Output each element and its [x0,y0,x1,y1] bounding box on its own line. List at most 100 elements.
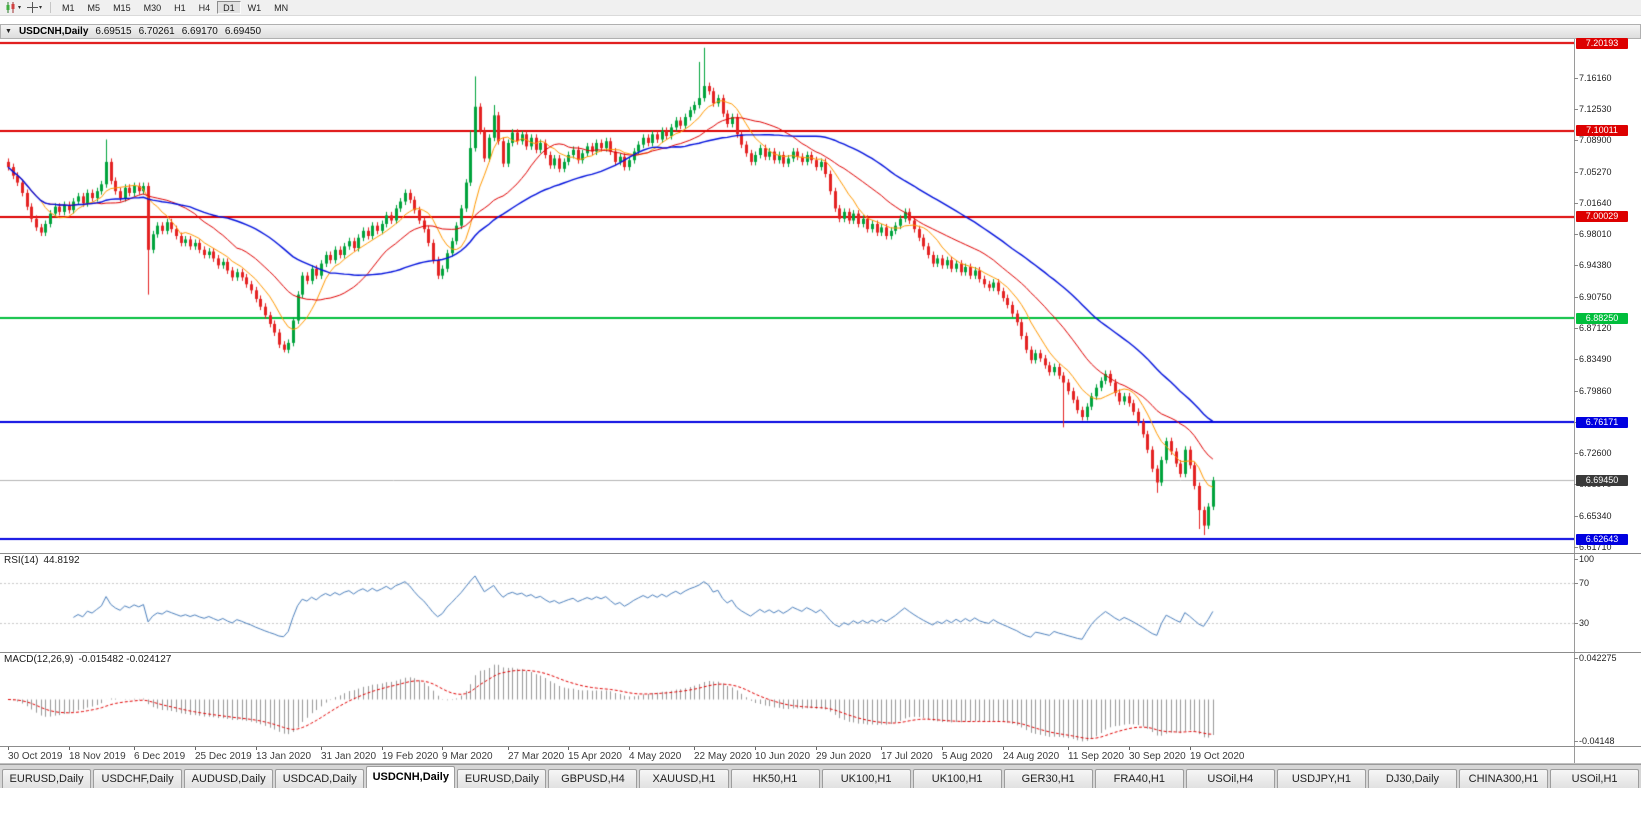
time-axis-tick [1190,747,1191,750]
price-axis-label: 30 [1579,617,1590,628]
price-tag: 6.62643 [1576,533,1628,545]
timeframe-button-h1[interactable]: H1 [168,1,192,14]
macd-values: -0.015482 -0.024127 [78,654,172,665]
rsi-pane: RSI(14) 44.8192 100 70 30 [0,554,1641,653]
chart-tab-usdcad-daily[interactable]: USDCAD,Daily [275,769,365,788]
price-axis-label: 7.05270 [1579,166,1612,177]
axis-divider [1574,653,1575,746]
rsi-value: 44.8192 [43,555,80,566]
time-axis-tick [134,747,135,750]
timeframe-button-m30[interactable]: M30 [138,1,168,14]
rsi-name: RSI(14) [4,555,39,566]
chart-tab-eurusd-daily[interactable]: EURUSD,Daily [457,769,547,788]
price-axis-label: 6.65340 [1579,510,1612,521]
price-axis-label: 0.042275 [1579,653,1617,663]
crosshair-menu-button[interactable]: ▾ [24,1,45,14]
price-axis-label: 6.98010 [1579,229,1612,240]
chart-tab-china300-h1[interactable]: CHINA300,H1 [1459,769,1549,788]
axis-divider [1574,747,1575,763]
price-axis-label: 7.12530 [1579,104,1612,115]
chart-menu-icon[interactable]: ▼ [5,27,12,35]
price-tag: 7.00029 [1576,211,1628,223]
time-axis-tick [1129,747,1130,750]
main-chart-pane: 7.16160 7.12530 7.08900 7.05270 7.01640 6.980… [0,37,1641,554]
chart-tab-audusd-daily[interactable]: AUDUSD,Daily [184,769,274,788]
time-axis-label: 25 Dec 2019 [195,751,252,762]
time-axis-label: 22 May 2020 [694,751,752,762]
time-axis-tick [942,747,943,750]
price-axis-label: 6.94380 [1579,260,1612,271]
timeframe-button-m5[interactable]: M5 [82,1,107,14]
time-axis-label: 18 Nov 2019 [69,751,126,762]
axis-tick [1574,658,1578,659]
time-axis-tick [382,747,383,750]
price-tag: 7.10011 [1576,125,1628,137]
workspace-gap [0,16,1641,24]
timeframe-button-w1[interactable]: W1 [242,1,268,14]
time-axis-tick [568,747,569,750]
chart-tab-fra40-h1[interactable]: FRA40,H1 [1094,769,1184,788]
rsi-label: RSI(14) 44.8192 [4,555,80,566]
chart-tab-hk50-h1[interactable]: HK50,H1 [730,769,820,788]
time-axis-tick [69,747,70,750]
price-axis-label: 70 [1579,578,1590,589]
axis-tick [1574,359,1578,360]
chart-tabs-bar: EURUSD,Daily USDCHF,Daily AUDUSD,Daily USDC… [0,764,1641,788]
time-axis-tick [816,747,817,750]
axis-tick [1574,265,1578,266]
chart-tab-uk100-h1[interactable]: UK100,H1 [912,769,1002,788]
crosshair-icon [27,2,39,13]
chart-tab-ger30-h1[interactable]: GER30,H1 [1003,769,1093,788]
axis-tick [1574,547,1578,548]
time-axis-label: 4 May 2020 [629,751,682,762]
time-axis-tick [629,747,630,750]
price-axis-label: -0.04148 [1579,736,1615,747]
time-axis-label: 19 Feb 2020 [382,751,439,762]
timeframe-button-mn[interactable]: MN [268,1,294,14]
axis-tick [1574,328,1578,329]
axis-tick [1574,391,1578,392]
candlestick-chart-icon [6,2,15,13]
time-axis-label: 30 Sep 2020 [1129,751,1186,762]
chart-tab-eurusd-daily[interactable]: EURUSD,Daily [2,769,92,788]
time-axis-tick [321,747,322,750]
open-value: 6.69515 [95,26,132,37]
rsi-canvas[interactable] [0,554,1574,652]
toolbar-separator [50,2,52,13]
time-axis-label: 10 Jun 2020 [755,751,811,762]
time-axis[interactable]: 30 Oct 2019 18 Nov 2019 6 Dec 2019 25 Dec 2… [0,747,1641,764]
macd-canvas[interactable] [0,653,1574,746]
chart-tab-usoil-h1[interactable]: USOil,H1 [1550,769,1640,788]
chart-tab-gbpusd-h4[interactable]: GBPUSD,H4 [548,769,638,788]
axis-tick [1574,234,1578,235]
time-axis-tick [508,747,509,750]
chart-type-menu-button[interactable]: ▾ [3,1,24,14]
chart-tab-xauusd-h1[interactable]: XAUUSD,H1 [639,769,729,788]
axis-tick [1574,516,1578,517]
time-axis-label: 6 Dec 2019 [134,751,186,762]
chart-tab-dj30-daily[interactable]: DJ30,Daily [1367,769,1457,788]
chart-window-titlebar[interactable]: ▼ USDCNH,Daily 6.69515 6.70261 6.69170 6… [0,24,1641,39]
chart-tab-usdjpy-h1[interactable]: USDJPY,H1 [1276,769,1366,788]
price-chart-canvas[interactable] [0,39,1574,553]
time-axis-tick [256,747,257,750]
chart-tab-uk100-h1[interactable]: UK100,H1 [821,769,911,788]
axis-divider [1574,39,1575,553]
chart-tab-usoil-h4[interactable]: USOil,H4 [1185,769,1275,788]
chart-window: ▼ USDCNH,Daily 6.69515 6.70261 6.69170 6… [0,24,1641,764]
chart-tab-usdchf-daily[interactable]: USDCHF,Daily [93,769,183,788]
time-axis-tick [195,747,196,750]
time-axis-label: 31 Jan 2020 [321,751,377,762]
close-value: 6.69450 [224,26,262,37]
timeframe-button-h4[interactable]: H4 [193,1,217,14]
timeframe-button-m15[interactable]: M15 [107,1,137,14]
timeframe-button-d1[interactable]: D1 [217,1,241,14]
timeframe-button-m1[interactable]: M1 [56,1,81,14]
axis-tick [1574,583,1578,584]
time-axis-label: 27 Mar 2020 [508,751,565,762]
price-axis-label: 6.87120 [1579,323,1612,334]
price-tag: 6.76171 [1576,416,1628,428]
chart-tab-usdcnh-daily[interactable]: USDCNH,Daily [366,766,456,788]
time-axis-label: 5 Aug 2020 [942,751,993,762]
price-axis-label: 6.72600 [1579,448,1612,459]
